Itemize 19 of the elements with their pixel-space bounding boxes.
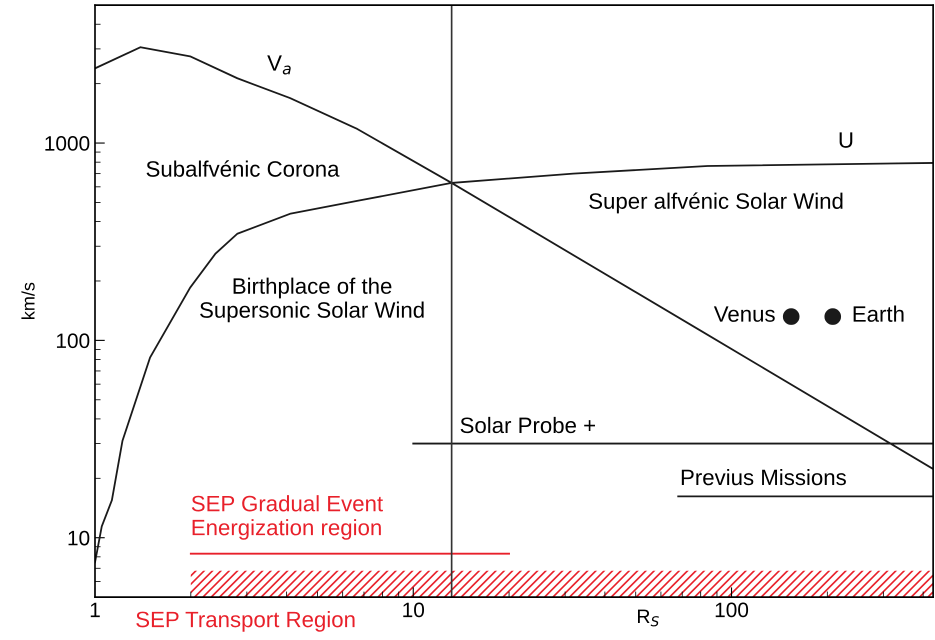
annotation: Birthplace of the Supersonic Solar Wind: [200, 278, 424, 322]
annotation: Subalfvénic Corona: [146, 160, 340, 177]
x-tick-label: 100: [716, 602, 748, 618]
y-tick-label: 1000: [45, 136, 90, 151]
y-tick-label: 100: [56, 333, 90, 348]
y-tick-label: 10: [68, 530, 90, 546]
annotation: Super alfvénic Solar Wind: [589, 192, 842, 214]
annotation: Previus Missions: [682, 468, 846, 486]
annotation: Venus: [714, 306, 775, 322]
y-axis-title: km/s: [21, 282, 35, 319]
x-tick-label: 1: [90, 602, 100, 618]
series-label: SEP Transport Region: [136, 611, 355, 632]
x-tick-label: 10: [403, 602, 424, 618]
annotation: U: [840, 132, 852, 148]
annotation: Earth: [854, 306, 904, 322]
x-axis-title: R$_{S}$: [638, 610, 659, 626]
annotation: Solar Probe +: [460, 416, 595, 434]
annotation: V$_{a}$: [267, 55, 291, 74]
series-label: SEP Gradual Event Energization region: [192, 495, 383, 540]
